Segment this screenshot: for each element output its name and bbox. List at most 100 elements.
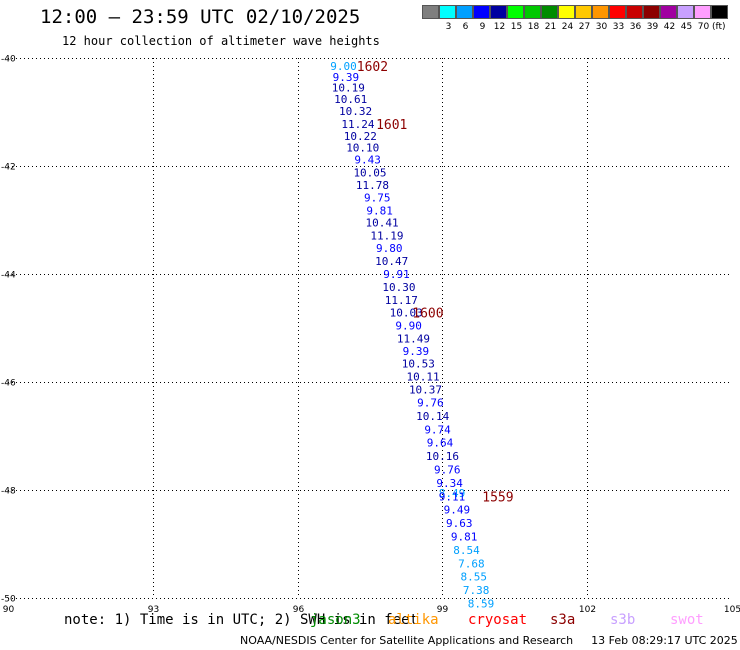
color-scale-label: 42 [663,22,676,32]
wave-height-label: 9.34 [436,477,463,490]
y-tick-label: -44 [1,271,16,281]
wave-height-label: 10.47 [375,255,408,268]
y-tick-label: -40 [1,55,16,65]
wave-height-label: 10.22 [344,130,377,143]
color-swatch [541,5,558,19]
color-swatch [490,5,507,19]
color-swatch [558,5,575,19]
color-scale-label: 70 [697,22,710,32]
wave-height-label: 8.54 [453,544,480,557]
page-title: 12:00 – 23:59 UTC 02/10/2025 [40,6,361,28]
color-scale-label: 12 [493,22,506,32]
time-label: 1601 [376,118,407,133]
color-swatch [660,5,677,19]
color-swatch [609,5,626,19]
wave-height-label: 11.24 [341,118,374,131]
wave-height-label: 9.76 [417,397,444,410]
color-swatch [456,5,473,19]
y-tick-label: -48 [1,487,16,497]
wave-height-label: 9.39 [403,345,430,358]
wave-height-label: 8.55 [461,570,488,583]
color-swatch [575,5,592,19]
wave-height-label: 9.91 [383,268,410,281]
wave-height-label: 11.78 [356,179,389,192]
wave-height-label: 10.10 [346,142,379,155]
wave-height-label: 10.32 [339,105,372,118]
color-swatch [711,5,728,19]
x-tick-label: 96 [293,605,305,615]
wave-height-label: 11.49 [397,332,430,345]
wave-height-label: 10.11 [407,371,440,384]
color-scale-label: 33 [612,22,625,32]
wave-height-label: 11.17 [385,294,418,307]
footer-timestamp: 13 Feb 08:29:17 UTC 2025 [591,634,738,647]
color-scale-label: 27 [578,22,591,32]
color-scale-unit: (ft) [712,22,726,32]
wave-height-label: 9.90 [395,319,422,332]
wave-height-label: 8.59 [468,597,495,610]
color-swatch [677,5,694,19]
color-swatch [439,5,456,19]
wave-height-label: 10.30 [382,281,415,294]
wave-height-label: 10.03 [390,306,423,319]
wave-height-label: 9.63 [446,517,473,530]
color-swatch [643,5,660,19]
time-label: 1559 [482,490,513,505]
wave-height-label: 7.38 [463,584,490,597]
color-scale-label: 6 [462,22,469,32]
wave-height-label: 9.75 [364,191,391,204]
color-swatch [592,5,609,19]
wave-height-label: 9.76 [434,463,461,476]
color-scale-label: 18 [527,22,540,32]
footer: NOAA/NESDIS Center for Satellite Applica… [240,634,738,647]
color-scale-label: 3 [445,22,452,32]
color-scale-label: 39 [646,22,659,32]
x-tick-label: 99 [437,605,449,615]
wave-height-label: 10.61 [334,93,367,106]
color-scale-label: 24 [561,22,574,32]
satellite-legend-s3b: s3b [610,612,636,628]
footer-credit: NOAA/NESDIS Center for Satellite Applica… [240,634,574,647]
x-tick-label: 102 [579,605,596,615]
color-swatch [507,5,524,19]
color-scale-label: 21 [544,22,557,32]
wave-height-label: 10.16 [426,450,459,463]
wave-height-label: 9.64 [427,436,454,449]
wave-height-label: 9.39 [333,71,360,84]
wave-height-label: 9.74 [424,424,451,437]
time-label: 1600 [412,306,443,321]
color-swatch [422,5,439,19]
satellite-legend-s3a: s3a [550,612,576,628]
x-tick-label: 90 [3,605,15,615]
wave-height-label: 10.41 [366,217,399,230]
color-scale-label: 9 [479,22,486,32]
wave-height-label: 10.19 [332,82,365,95]
wave-height-label: 10.05 [353,166,386,179]
page-subtitle: 12 hour collection of altimeter wave hei… [62,34,380,48]
color-scale-label: 30 [595,22,608,32]
wave-height-label: 9.80 [376,242,403,255]
wave-height-label: 10.53 [402,358,435,371]
y-tick-label: -50 [1,595,16,605]
note-text: note: 1) Time is in UTC; 2) SWH is in fe… [64,612,419,628]
x-tick-label: 93 [148,605,159,615]
wave-height-label: 9.00 [330,60,357,73]
wave-height-label: 9.11 [439,490,466,503]
color-swatch [694,5,711,19]
wave-height-label: 9.81 [451,530,478,543]
satellite-legend-altika: altika [388,612,439,628]
color-swatch [473,5,490,19]
satellite-legend-jason3: jason3 [310,612,361,628]
wave-height-label: 7.68 [458,557,485,570]
wave-height-label: 8.49 [439,487,466,500]
wave-height-label: 9.81 [366,204,393,217]
time-label: 1602 [357,60,388,75]
color-swatch [524,5,541,19]
color-scale-label: 15 [510,22,523,32]
wave-height-label: 9.43 [354,154,381,167]
color-swatch [626,5,643,19]
y-tick-label: -42 [1,163,16,173]
wave-height-label: 10.37 [409,384,442,397]
satellite-legend: jason3 altika cryosat s3a s3b swot [310,612,720,630]
